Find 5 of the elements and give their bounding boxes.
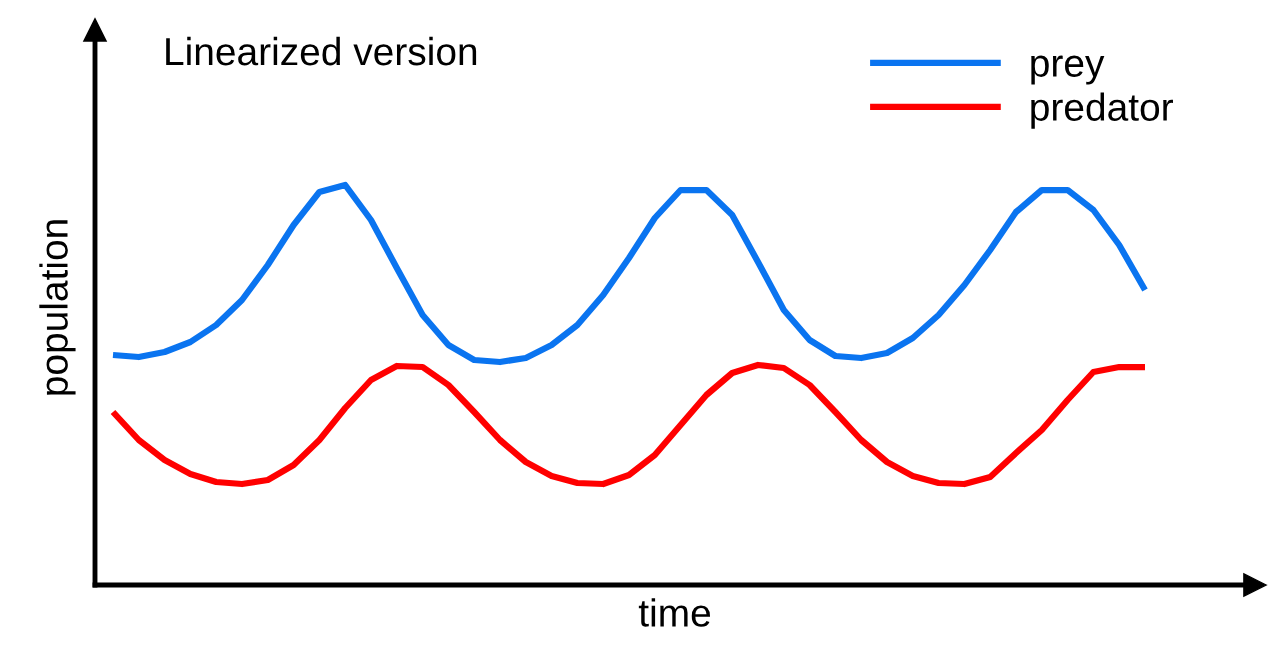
y-axis-title: population	[39, 220, 76, 395]
x-axis-title: time	[638, 598, 711, 627]
legend-label: predator	[1031, 92, 1173, 129]
legend-label: prey	[1031, 55, 1105, 85]
chart-title: Linearized version	[166, 36, 477, 66]
